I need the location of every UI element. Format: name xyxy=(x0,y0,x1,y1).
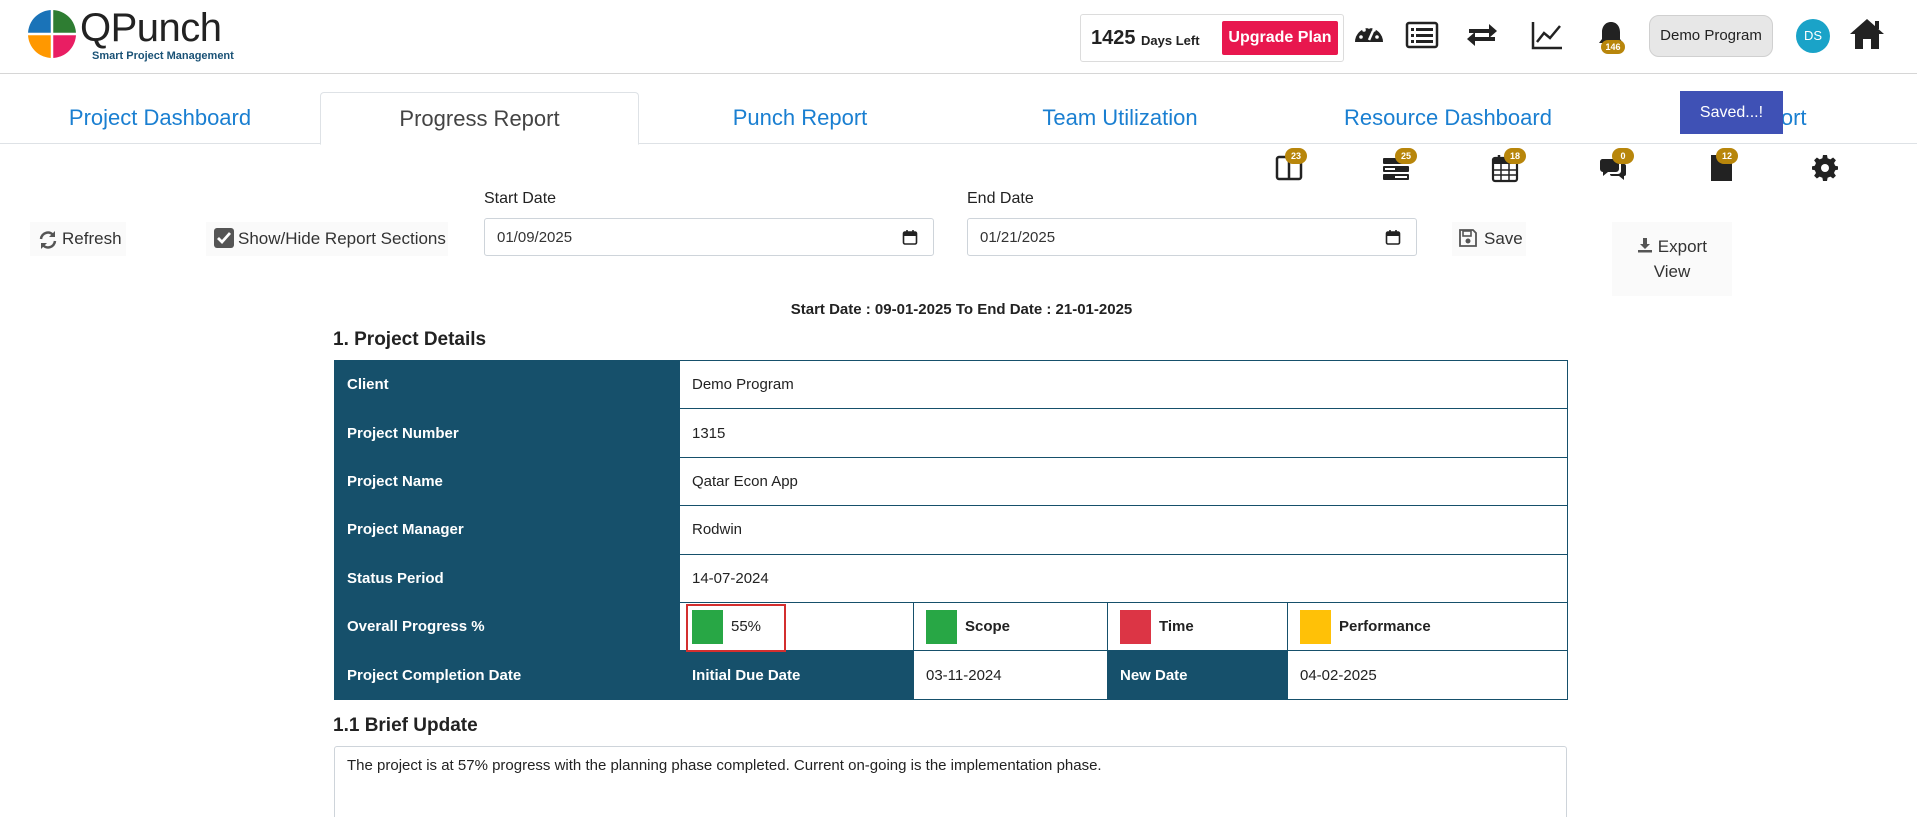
calendar-badge: 18 xyxy=(1504,148,1526,164)
scope-cell: Scope xyxy=(913,601,1108,652)
show-hide-sections-button[interactable]: Show/Hide Report Sections xyxy=(206,222,448,256)
overall-progress-label: Overall Progress % xyxy=(334,601,680,652)
section-project-details-title: 1. Project Details xyxy=(333,329,487,350)
qpunch-logo[interactable] xyxy=(26,8,78,60)
project-name-value: Qatar Econ App xyxy=(678,456,1569,507)
start-date-calendar-icon[interactable] xyxy=(902,229,918,245)
notification-badge: 146 xyxy=(1601,40,1625,54)
program-selector-button[interactable]: Demo Program xyxy=(1649,15,1773,57)
export-view-button[interactable]: Export View xyxy=(1612,222,1732,296)
performance-status-chip xyxy=(1300,609,1331,644)
export-label-2: View xyxy=(1653,262,1691,281)
table-row: Client Demo Program xyxy=(334,359,1569,410)
time-status-chip xyxy=(1120,609,1151,644)
saved-toast: Saved...! xyxy=(1680,91,1783,134)
tab-progress-report[interactable]: Progress Report xyxy=(320,92,639,145)
time-label: Time xyxy=(1159,617,1194,635)
table-row: Project Name Qatar Econ App xyxy=(334,456,1569,507)
refresh-icon xyxy=(39,231,57,249)
end-date-calendar-icon[interactable] xyxy=(1385,229,1401,245)
client-label: Client xyxy=(334,359,680,410)
save-label: Save xyxy=(1484,229,1523,248)
chart-line-icon[interactable] xyxy=(1530,18,1564,52)
table-row: Project Completion Date Initial Due Date… xyxy=(334,650,1569,700)
table-row: Status Period 14-07-2024 xyxy=(334,553,1569,603)
time-cell: Time xyxy=(1107,601,1288,652)
performance-label: Performance xyxy=(1339,617,1431,635)
performance-cell: Performance xyxy=(1286,601,1569,652)
tab-team-utilization[interactable]: Team Utilization xyxy=(1042,105,1198,130)
columns-badge: 23 xyxy=(1285,148,1307,164)
tab-resource-dashboard[interactable]: Resource Dashboard xyxy=(1344,105,1552,130)
end-date-label: End Date xyxy=(967,190,1034,207)
start-date-input[interactable] xyxy=(484,218,934,256)
table-row: Project Manager Rodwin xyxy=(334,505,1569,555)
gear-icon[interactable] xyxy=(1812,155,1838,181)
days-left-label: Days Left xyxy=(1141,33,1200,48)
status-period-value: 14-07-2024 xyxy=(678,553,1569,603)
tab-punch-report[interactable]: Punch Report xyxy=(732,105,868,130)
progress-highlight-box xyxy=(686,603,786,652)
completion-date-label: Project Completion Date xyxy=(334,650,680,700)
project-details-table: Client Demo Program Project Number 1315 … xyxy=(334,359,1569,700)
checkbox-checked-icon xyxy=(214,228,234,248)
show-hide-label: Show/Hide Report Sections xyxy=(238,229,446,248)
days-left-number: 1425 xyxy=(1091,27,1136,49)
new-date-label: New Date xyxy=(1107,650,1288,700)
project-manager-label: Project Manager xyxy=(334,505,680,555)
user-avatar[interactable]: DS xyxy=(1796,19,1830,53)
upgrade-plan-button[interactable]: Upgrade Plan xyxy=(1222,21,1338,55)
start-date-label: Start Date xyxy=(484,190,557,207)
tasks-badge: 25 xyxy=(1395,148,1417,164)
refresh-button[interactable]: Refresh xyxy=(30,222,126,256)
file-badge: 12 xyxy=(1716,148,1738,164)
exchange-icon[interactable] xyxy=(1465,18,1499,52)
days-left-box: 1425 Days Left Upgrade Plan xyxy=(1080,14,1344,62)
progress-status-chip xyxy=(692,609,723,644)
table-row: Project Number 1315 xyxy=(334,408,1569,458)
report-tabs: Project Dashboard Progress Report Punch … xyxy=(0,74,1917,145)
new-date-value: 04-02-2025 xyxy=(1286,650,1569,700)
end-date-input[interactable] xyxy=(967,218,1417,256)
comments-icon[interactable] xyxy=(1598,153,1628,183)
export-label-1: Export xyxy=(1657,237,1707,256)
project-name-label: Project Name xyxy=(334,456,680,507)
logo-text: QPunch xyxy=(80,6,222,50)
tab-project-dashboard[interactable]: Project Dashboard xyxy=(68,105,252,130)
comments-badge: 0 xyxy=(1612,148,1634,164)
client-value: Demo Program xyxy=(678,359,1569,410)
project-manager-value: Rodwin xyxy=(678,505,1569,555)
overall-progress-cell: 55% xyxy=(679,601,914,652)
logo-subtitle: Smart Project Management xyxy=(92,50,234,62)
scope-label: Scope xyxy=(965,617,1011,635)
download-icon xyxy=(1638,238,1653,253)
home-icon[interactable] xyxy=(1848,15,1886,53)
refresh-label: Refresh xyxy=(62,229,122,248)
initial-due-date-value: 03-11-2024 xyxy=(913,650,1108,700)
date-range-text: Start Date : 09-01-2025 To End Date : 21… xyxy=(790,301,1133,318)
initial-due-date-label: Initial Due Date xyxy=(679,650,914,700)
dashboard-icon[interactable] xyxy=(1352,18,1386,52)
project-number-label: Project Number xyxy=(334,408,680,458)
list-icon[interactable] xyxy=(1405,18,1439,52)
save-button[interactable]: Save xyxy=(1452,222,1526,256)
section-brief-update-title: 1.1 Brief Update xyxy=(333,715,478,736)
table-row: Overall Progress % 55% Scope Time Perfor… xyxy=(334,601,1569,652)
app-header: QPunch Smart Project Management 1425 Day… xyxy=(0,0,1917,74)
save-icon xyxy=(1459,229,1477,247)
scope-status-chip xyxy=(926,609,957,644)
brief-update-textarea[interactable]: The project is at 57% progress with the … xyxy=(334,746,1567,817)
project-number-value: 1315 xyxy=(678,408,1569,458)
overall-progress-value: 55% xyxy=(731,617,762,635)
status-period-label: Status Period xyxy=(334,553,680,603)
